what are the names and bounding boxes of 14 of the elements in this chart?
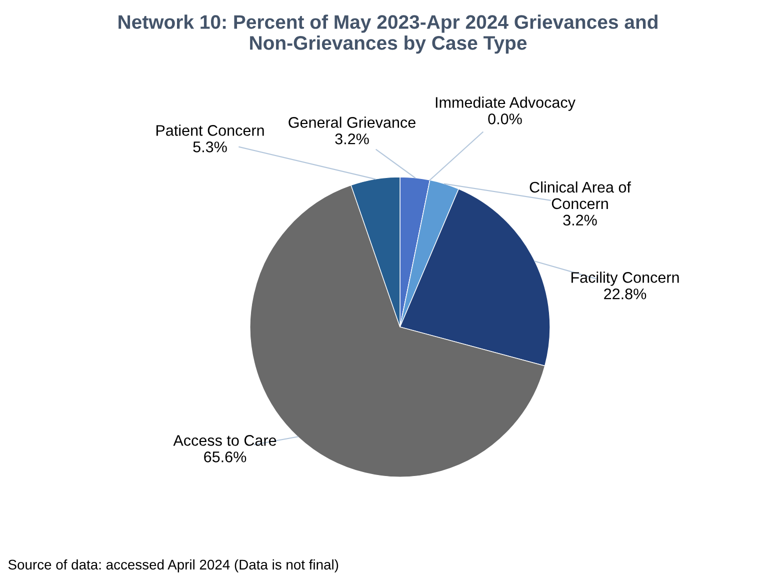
data-label: 22.8%: [604, 288, 646, 300]
data-label: 3.2%: [563, 214, 597, 226]
data-label: 3.2%: [335, 134, 369, 144]
slice-label: Facility Concern: [571, 272, 679, 286]
category-label: Immediate Advocacy: [436, 96, 576, 111]
slice-label: Access to Care: [173, 435, 276, 446]
slice-label: General Grievance: [288, 116, 416, 128]
data-label: 5.3%: [193, 142, 227, 152]
slice-label: Patient Concern: [156, 124, 264, 136]
chart-title: Network 10: Percent of May 2023-Apr 2024 Grievances and Non-Grievances by Case Type: [118, 14, 658, 54]
source-note: Source of data: accessed April 2024 (Data is not final): [8, 559, 338, 572]
data-label: 65.6%: [204, 452, 246, 462]
text: 0.0%: [488, 114, 522, 124]
slice-label: Clinical Area of Concern: [530, 181, 631, 210]
